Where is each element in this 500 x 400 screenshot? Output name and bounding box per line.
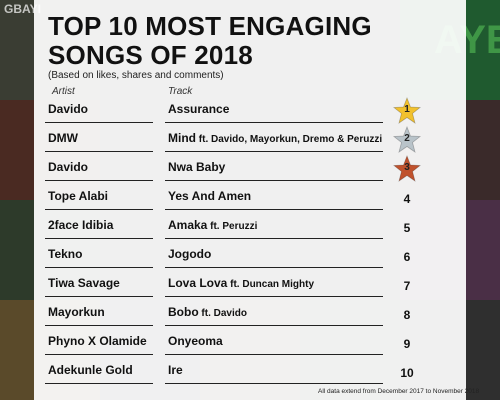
track-featuring: ft. Davido: [198, 308, 247, 319]
track-main: Assurance: [168, 102, 230, 116]
list-item: Tope Alabi Yes And Amen 4: [0, 185, 500, 214]
track-title: Amaka ft. Peruzzi: [168, 218, 257, 232]
artist-underline: [45, 296, 153, 297]
list-item: Adekunle Gold Ire 10: [0, 359, 500, 388]
artist-name: Tiwa Savage: [48, 276, 120, 290]
page-subtitle: (Based on likes, shares and comments): [48, 70, 224, 81]
track-column-header: Track: [168, 86, 193, 97]
track-title: Ire: [168, 363, 183, 377]
track-title: Lova Lova ft. Duncan Mighty: [168, 276, 314, 290]
track-title: Mind ft. Davido, Mayorkun, Dremo & Peruz…: [168, 131, 382, 145]
artist-underline: [45, 325, 153, 326]
track-title: Onyeoma: [168, 334, 223, 348]
track-title: Nwa Baby: [168, 160, 225, 174]
artist-underline: [45, 267, 153, 268]
artist-name: DMW: [48, 131, 78, 145]
track-title: Bobo ft. Davido: [168, 305, 247, 319]
rank-number: 8: [403, 308, 411, 322]
list-item: Davido Nwa Baby 3: [0, 154, 500, 185]
list-item: Tekno Jogodo 6: [0, 243, 500, 272]
artist-underline: [45, 122, 153, 123]
artist-name: Mayorkun: [48, 305, 105, 319]
track-underline: [165, 151, 383, 152]
track-title: Assurance: [168, 102, 229, 116]
artist-underline: [45, 180, 153, 181]
artist-column-header: Artist: [52, 86, 75, 97]
track-main: Ire: [168, 363, 183, 377]
rank-number: 9: [403, 337, 411, 351]
track-underline: [165, 122, 383, 123]
track-main: Amaka: [168, 218, 208, 232]
star-bronze-icon: 3: [392, 154, 422, 183]
track-main: Yes And Amen: [168, 189, 252, 203]
track-main: Mind: [168, 131, 196, 145]
rank-number: 4: [403, 192, 411, 206]
artist-underline: [45, 383, 153, 384]
rank-number: 10: [400, 366, 414, 380]
list-item: Tiwa Savage Lova Lova ft. Duncan Mighty 7: [0, 272, 500, 301]
track-main: Onyeoma: [168, 334, 223, 348]
footnote: All data extend from December 2017 to No…: [318, 388, 480, 395]
background-text-top-left: GBAYI: [4, 2, 41, 16]
rank-number: 2: [404, 133, 410, 144]
track-underline: [165, 180, 383, 181]
list-item: 2face Idibia Amaka ft. Peruzzi 5: [0, 214, 500, 243]
track-title: Jogodo: [168, 247, 211, 261]
artist-name: Tekno: [48, 247, 83, 261]
rank-number: 7: [403, 279, 411, 293]
track-underline: [165, 383, 383, 384]
artist-name: Davido: [48, 102, 89, 116]
track-underline: [165, 296, 383, 297]
star-silver-icon: 2: [392, 125, 422, 154]
list-item: Davido Assurance 1: [0, 96, 500, 127]
track-featuring: ft. Davido, Mayorkun, Dremo & Peruzzi: [196, 134, 383, 145]
track-title: Yes And Amen: [168, 189, 251, 203]
rank-number: 6: [403, 250, 411, 264]
artist-underline: [45, 238, 153, 239]
track-underline: [165, 325, 383, 326]
panel-overlay: [34, 0, 466, 400]
page-title: TOP 10 MOST ENGAGING SONGS OF 2018: [48, 11, 372, 70]
track-underline: [165, 354, 383, 355]
track-main: Nwa Baby: [168, 160, 226, 174]
artist-underline: [45, 151, 153, 152]
list-item: Phyno X Olamide Onyeoma 9: [0, 330, 500, 359]
artist-name: 2face Idibia: [48, 218, 114, 232]
artist-underline: [45, 209, 153, 210]
track-underline: [165, 209, 383, 210]
list-item: Mayorkun Bobo ft. Davido 8: [0, 301, 500, 330]
track-main: Bobo: [168, 305, 199, 319]
artist-name: Tope Alabi: [48, 189, 108, 203]
star-gold-icon: 1: [392, 96, 422, 125]
rank-number: 1: [404, 104, 410, 115]
track-underline: [165, 267, 383, 268]
track-featuring: ft. Duncan Mighty: [227, 279, 315, 290]
artist-name: Adekunle Gold: [48, 363, 133, 377]
artist-name: Davido: [48, 160, 89, 174]
track-main: Jogodo: [168, 247, 212, 261]
artist-underline: [45, 354, 153, 355]
list-item: DMW Mind ft. Davido, Mayorkun, Dremo & Pe…: [0, 125, 500, 156]
rank-number: 3: [404, 162, 410, 173]
artist-name: Phyno X Olamide: [48, 334, 147, 348]
track-underline: [165, 238, 383, 239]
track-main: Lova Lova: [168, 276, 228, 290]
track-featuring: ft. Peruzzi: [207, 221, 258, 232]
rank-number: 5: [403, 221, 411, 235]
